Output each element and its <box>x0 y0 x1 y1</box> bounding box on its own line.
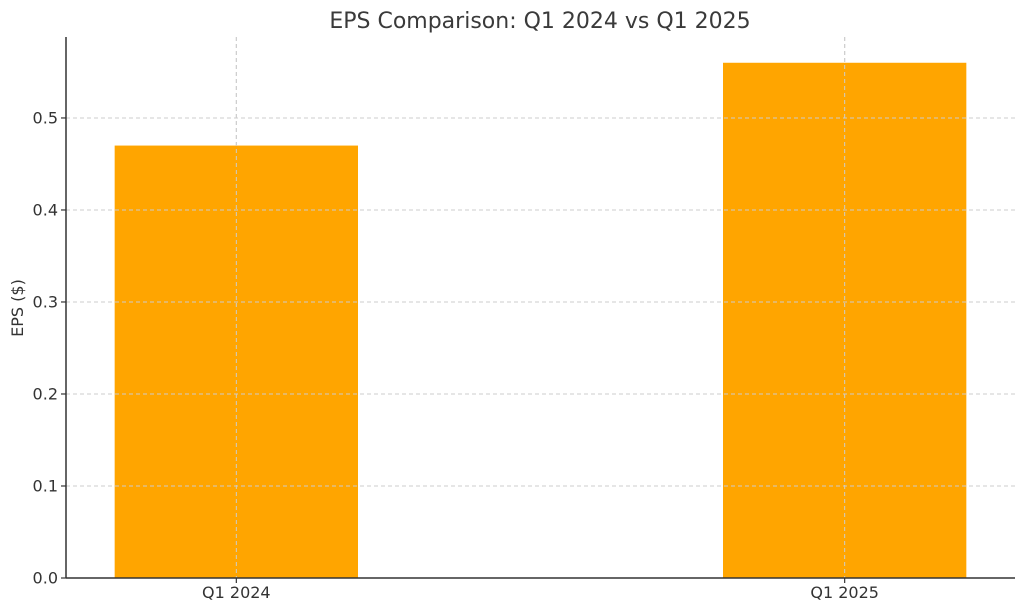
y-axis-label: EPS ($) <box>8 279 27 337</box>
y-tick-label: 0.3 <box>33 292 58 311</box>
y-tick-label: 0.5 <box>33 108 58 127</box>
axes-layer <box>65 37 1015 579</box>
bars-layer <box>66 37 1015 579</box>
x-tick-label: Q1 2024 <box>202 583 271 602</box>
ticks-layer: 0.0 0.1 0.2 0.3 0.4 0.5 Q1 2024 Q1 2025 <box>33 108 879 602</box>
y-tick-label: 0.4 <box>33 200 58 219</box>
x-tick-label: Q1 2025 <box>810 583 879 602</box>
y-tick-label: 0.1 <box>33 476 58 495</box>
y-tick-label: 0.0 <box>33 569 58 588</box>
chart-title: EPS Comparison: Q1 2024 vs Q1 2025 <box>329 9 750 34</box>
y-tick-label: 0.2 <box>33 384 58 403</box>
